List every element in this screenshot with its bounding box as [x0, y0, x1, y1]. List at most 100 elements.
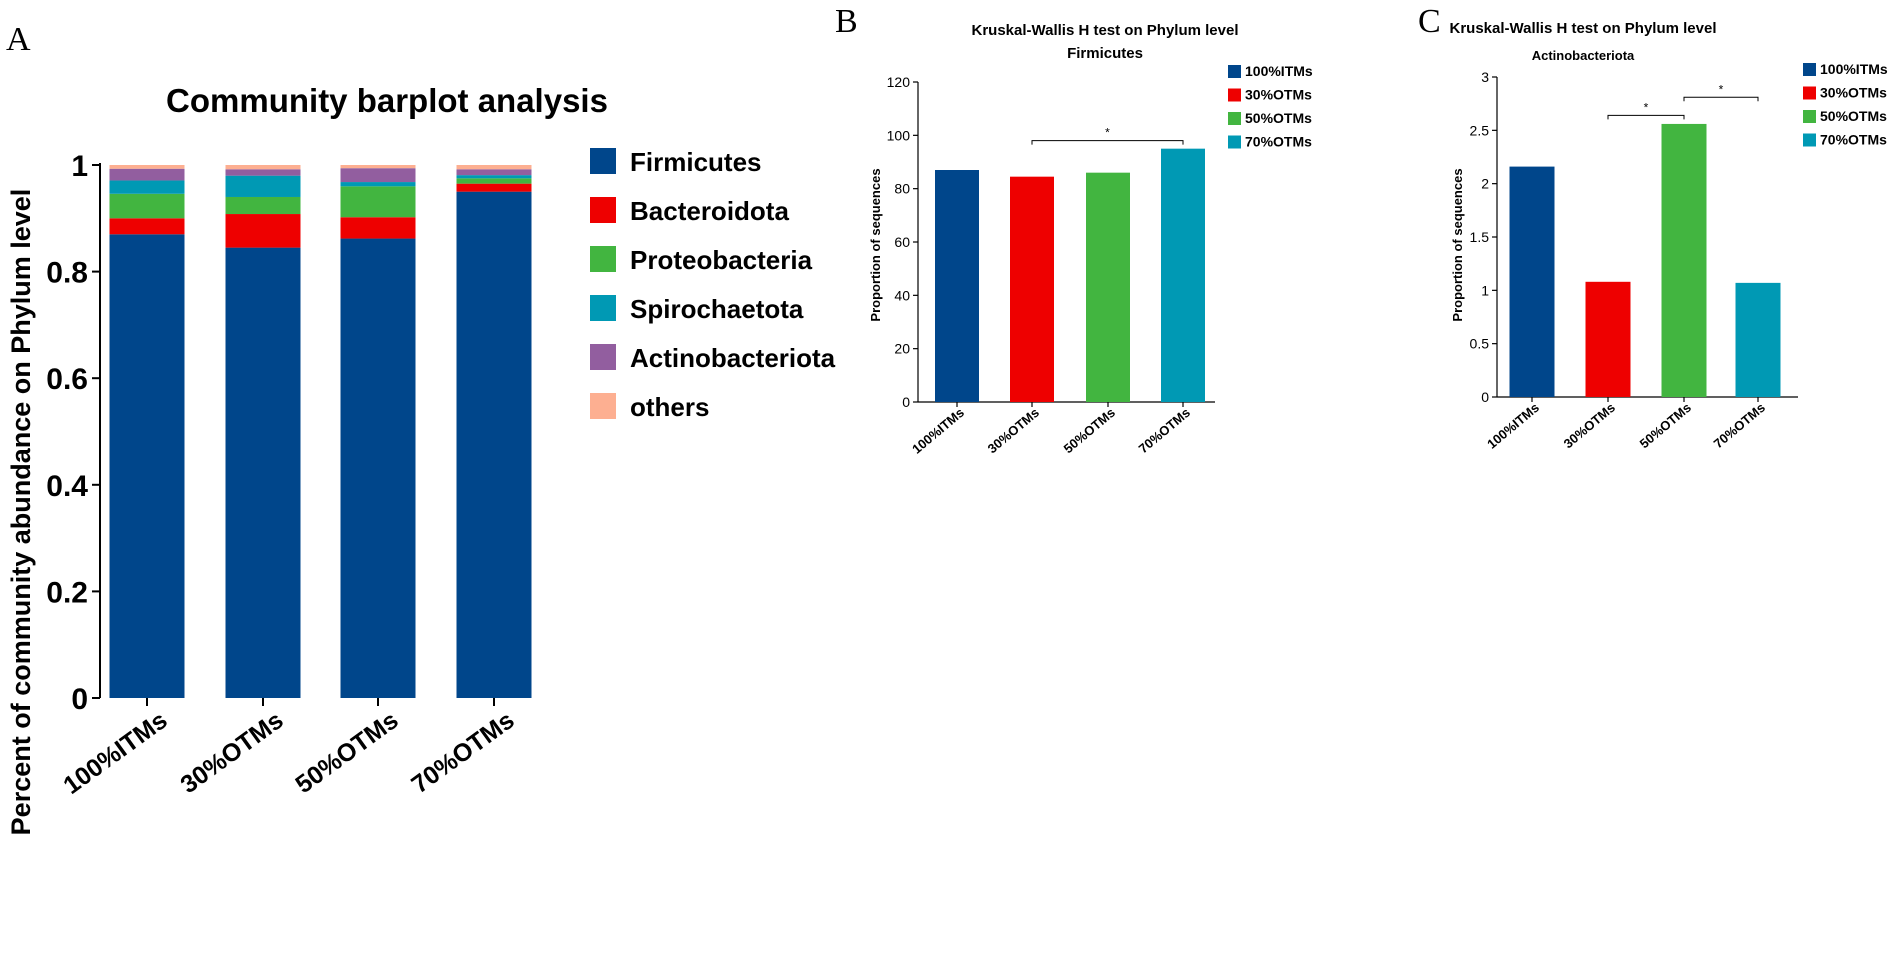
chart-a-bar-segment — [225, 196, 301, 215]
chart-a-bar-segment — [109, 168, 185, 181]
chart-c-ytick-label: 0.5 — [1470, 336, 1490, 352]
chart-a-xtick-label: 30%OTMs — [175, 706, 288, 799]
chart-b-xtick-label: 50%OTMs — [1061, 405, 1118, 456]
chart-b-legend-swatch — [1228, 88, 1241, 102]
chart-a-bar-segment — [456, 178, 532, 184]
chart-a-bar-segment — [456, 183, 532, 192]
chart-c-title: Kruskal-Wallis H test on Phylum level — [1449, 20, 1716, 37]
chart-a-title: Community barplot analysis — [166, 82, 608, 119]
chart-a-bar-segment — [340, 165, 416, 169]
chart-b-ytick-label: 80 — [894, 181, 910, 197]
chart-b-subtitle: Firmicutes — [1067, 45, 1143, 62]
chart-a-bar-segment — [456, 191, 532, 698]
chart-c-bars — [1509, 123, 1781, 397]
chart-c-xtick-label: 70%OTMs — [1711, 400, 1768, 451]
chart-a-bar-segment — [456, 169, 532, 176]
chart-a-bar-segment — [225, 169, 301, 176]
chart-a-axes: 0 0.2 0.4 0.6 0.8 1 — [46, 150, 101, 716]
chart-a-ytick-label: 0.6 — [46, 363, 88, 396]
chart-c-legend-swatch — [1803, 63, 1816, 76]
panel-c-letter: C — [1418, 3, 1441, 40]
chart-a-bar-segment — [340, 168, 416, 183]
chart-b-legend-swatch — [1228, 65, 1241, 78]
chart-a-xtick-label: 70%OTMs — [406, 706, 519, 799]
chart-b-ytick-label: 0 — [902, 394, 910, 410]
chart-c-bar — [1735, 282, 1781, 397]
chart-b-bar — [1010, 176, 1054, 402]
chart-a-legend-swatch — [590, 344, 616, 370]
chart-a-xticks: 100%ITMs 30%OTMs 50%OTMs 70%OTMs — [58, 698, 520, 800]
chart-a-bar-segment — [225, 214, 301, 248]
chart-a-bar-segment — [340, 217, 416, 239]
chart-c-significance-bracket — [1683, 96, 1759, 102]
chart-b-ylabel: Proportion of sequences — [868, 168, 883, 321]
chart-a-legend: Firmicutes Bacteroidota Proteobacteria Spir… — [590, 147, 836, 422]
chart-a-xtick-label: 50%OTMs — [290, 706, 403, 799]
chart-c-legend-swatch — [1803, 133, 1816, 147]
chart-c-bar — [1585, 281, 1631, 397]
chart-c-ytick-label: 2.5 — [1470, 122, 1490, 138]
chart-b-legend-label: 70%OTMs — [1245, 134, 1312, 150]
chart-c-legend-label: 30%OTMs — [1820, 85, 1887, 101]
chart-b-significance: * — [1031, 126, 1184, 145]
chart-a-xtick-label: 100%ITMs — [58, 706, 172, 800]
chart-b-legend-swatch — [1228, 135, 1241, 149]
chart-b-xtick-label: 70%OTMs — [1136, 405, 1193, 456]
chart-a-bar-segment — [340, 186, 416, 218]
chart-c-significance-label: * — [1719, 82, 1724, 96]
chart-b-legend-swatch — [1228, 112, 1241, 125]
chart-c-legend-label: 100%ITMs — [1820, 61, 1888, 77]
chart-a-bar-segment — [109, 234, 185, 699]
chart-b-xtick-label: 30%OTMs — [985, 405, 1042, 456]
chart-c-axes: 0 0.5 1 1.5 2 2.5 3 — [1470, 69, 1798, 405]
chart-a-legend-swatch — [590, 295, 616, 321]
chart-a-bar-segment — [456, 175, 532, 179]
chart-c-ylabel: Proportion of sequences — [1450, 168, 1465, 321]
chart-a-legend-swatch — [590, 393, 616, 419]
chart-a-ytick-label: 0.8 — [46, 257, 88, 290]
chart-b-ytick-label: 60 — [894, 234, 910, 250]
chart-b-ytick-label: 100 — [887, 127, 911, 143]
chart-c-bar — [1509, 166, 1555, 397]
chart-a-bar-segment — [225, 247, 301, 699]
panel-c: C Kruskal-Wallis H test on Phylum level … — [1418, 3, 1888, 452]
chart-b-xtick-label: 100%ITMs — [909, 405, 967, 457]
chart-a-ytick-label: 1 — [71, 150, 88, 183]
chart-a-bar-segment — [109, 180, 185, 194]
chart-c-ytick-label: 0 — [1481, 389, 1489, 405]
chart-c-legend-swatch — [1803, 110, 1816, 123]
chart-a-legend-label: Firmicutes — [630, 147, 762, 177]
chart-c-bar — [1661, 123, 1707, 397]
chart-b-legend-label: 100%ITMs — [1245, 63, 1313, 79]
chart-b-legend: 100%ITMs 30%OTMs 50%OTMs 70%OTMs — [1228, 63, 1313, 150]
chart-b-bar — [1086, 172, 1130, 402]
chart-c-legend: 100%ITMs 30%OTMs 50%OTMs 70%OTMs — [1803, 61, 1888, 148]
chart-a-legend-label: others — [630, 392, 709, 422]
chart-b-xticks: 100%ITMs 30%OTMs 50%OTMs 70%OTMs — [909, 402, 1193, 457]
panel-a: A Community barplot analysis Percent of … — [6, 21, 836, 835]
panel-b: B Kruskal-Wallis H test on Phylum level … — [835, 3, 1313, 457]
chart-a-bar-segment — [225, 175, 301, 197]
chart-a-legend-swatch — [590, 197, 616, 223]
chart-a-bar-segment — [340, 238, 416, 698]
chart-b-legend-label: 30%OTMs — [1245, 87, 1312, 103]
chart-a-bars — [109, 165, 532, 699]
chart-a-bar-segment — [340, 182, 416, 187]
chart-c-xtick-label: 100%ITMs — [1484, 400, 1542, 452]
chart-a-bar-segment — [225, 165, 301, 170]
chart-a-ytick-label: 0.2 — [46, 576, 88, 609]
chart-c-ytick-label: 1 — [1481, 282, 1489, 298]
chart-a-ytick-label: 0 — [71, 683, 88, 716]
chart-c-legend-swatch — [1803, 86, 1816, 100]
chart-a-bar-segment — [109, 193, 185, 219]
chart-a-bar-segment — [456, 165, 532, 170]
chart-c-xtick-label: 50%OTMs — [1637, 400, 1694, 451]
chart-a-legend-swatch — [590, 148, 616, 174]
chart-c-subtitle: Actinobacteriota — [1532, 48, 1635, 63]
chart-a-legend-label: Actinobacteriota — [630, 343, 836, 373]
chart-a-legend-swatch — [590, 246, 616, 272]
chart-a-bar-segment — [109, 165, 185, 169]
chart-a-bar-segment — [109, 218, 185, 235]
chart-c-significance-label: * — [1644, 100, 1649, 114]
chart-b-legend-label: 50%OTMs — [1245, 110, 1312, 126]
